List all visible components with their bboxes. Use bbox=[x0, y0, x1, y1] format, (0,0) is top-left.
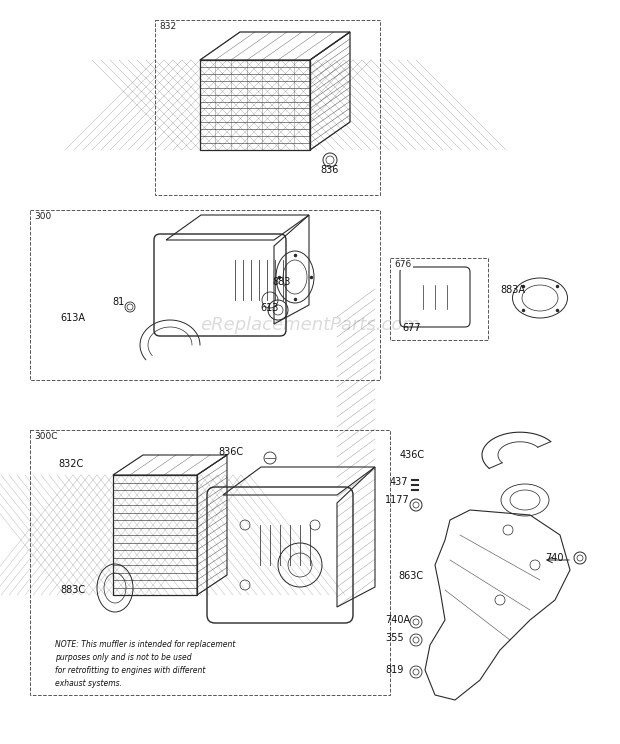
Text: 1177: 1177 bbox=[385, 495, 410, 505]
Text: 613A: 613A bbox=[60, 313, 85, 323]
Text: 832: 832 bbox=[159, 22, 176, 31]
Text: 863C: 863C bbox=[398, 571, 423, 581]
Text: NOTE: This muffler is intended for replacement
purposes only and is not to be us: NOTE: This muffler is intended for repla… bbox=[55, 640, 236, 687]
Text: 300C: 300C bbox=[34, 432, 58, 441]
Text: 883: 883 bbox=[272, 277, 290, 287]
Text: 836: 836 bbox=[320, 165, 339, 175]
Text: 300: 300 bbox=[34, 212, 51, 221]
Bar bbox=[30, 210, 380, 380]
Text: 740: 740 bbox=[545, 553, 564, 563]
Text: 832: 832 bbox=[159, 22, 176, 31]
Text: 437: 437 bbox=[390, 477, 409, 487]
Text: 300: 300 bbox=[34, 212, 51, 221]
Text: 883C: 883C bbox=[60, 585, 85, 595]
Text: 81: 81 bbox=[112, 297, 124, 307]
Text: 676: 676 bbox=[394, 260, 411, 269]
Text: eReplacementParts.com: eReplacementParts.com bbox=[200, 316, 420, 334]
Text: 677: 677 bbox=[402, 323, 420, 333]
Text: 436C: 436C bbox=[400, 450, 425, 460]
Bar bbox=[155, 20, 380, 195]
Text: 883A: 883A bbox=[500, 285, 525, 295]
Text: 832C: 832C bbox=[58, 459, 83, 469]
Text: 836C: 836C bbox=[218, 447, 243, 457]
Text: 819: 819 bbox=[385, 665, 404, 675]
Bar bbox=[390, 258, 488, 340]
Bar bbox=[30, 430, 390, 695]
Text: 740A: 740A bbox=[385, 615, 410, 625]
Text: 613: 613 bbox=[260, 303, 278, 313]
Text: 676: 676 bbox=[394, 260, 411, 269]
Text: 355: 355 bbox=[385, 633, 404, 643]
Text: 300C: 300C bbox=[34, 432, 58, 441]
